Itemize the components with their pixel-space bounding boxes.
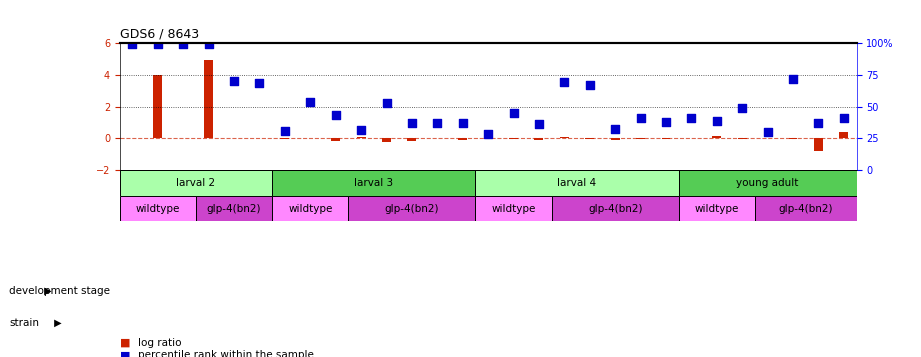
Text: glp-4(bn2): glp-4(bn2) — [588, 203, 643, 213]
Bar — [407, 139, 416, 141]
Point — [531, 121, 546, 127]
Text: larval 3: larval 3 — [355, 178, 393, 188]
Text: wildtype: wildtype — [288, 203, 332, 213]
Point — [379, 101, 394, 106]
Text: strain: strain — [9, 318, 40, 328]
Point — [252, 80, 267, 86]
Point — [455, 120, 470, 125]
Bar — [534, 139, 543, 140]
Point — [176, 41, 191, 47]
Text: glp-4(bn2): glp-4(bn2) — [207, 203, 262, 213]
FancyBboxPatch shape — [196, 196, 273, 221]
FancyBboxPatch shape — [552, 196, 679, 221]
Bar — [611, 139, 620, 140]
Point — [507, 110, 521, 116]
Point — [557, 79, 572, 85]
Point — [582, 82, 597, 88]
Text: percentile rank within the sample: percentile rank within the sample — [138, 350, 314, 357]
Point — [125, 41, 140, 47]
Bar — [560, 137, 569, 139]
Bar — [764, 138, 772, 139]
Bar — [459, 139, 467, 140]
Point — [202, 41, 216, 47]
Point — [608, 126, 623, 132]
Text: GDS6 / 8643: GDS6 / 8643 — [120, 27, 199, 40]
Text: ▶: ▶ — [41, 286, 52, 296]
Point — [277, 129, 292, 134]
Text: ■: ■ — [120, 350, 130, 357]
Bar — [356, 137, 366, 139]
Text: wildtype: wildtype — [491, 203, 536, 213]
Bar — [154, 75, 162, 139]
Point — [354, 128, 368, 134]
Bar — [712, 136, 721, 139]
FancyBboxPatch shape — [273, 196, 348, 221]
Point — [481, 131, 495, 136]
Point — [659, 119, 673, 125]
Point — [811, 120, 826, 125]
Point — [760, 129, 775, 135]
Bar — [382, 139, 391, 142]
FancyBboxPatch shape — [475, 170, 679, 196]
Point — [634, 115, 648, 121]
FancyBboxPatch shape — [475, 196, 552, 221]
Text: larval 2: larval 2 — [177, 178, 216, 188]
FancyBboxPatch shape — [755, 196, 857, 221]
Point — [836, 115, 851, 121]
Point — [684, 115, 699, 121]
Point — [328, 112, 343, 118]
Text: ■: ■ — [120, 338, 130, 348]
Point — [303, 99, 318, 105]
Point — [227, 78, 241, 84]
Text: wildtype: wildtype — [135, 203, 180, 213]
Bar — [332, 139, 340, 141]
Point — [150, 41, 165, 47]
Point — [709, 118, 724, 124]
Bar — [204, 60, 213, 139]
Text: glp-4(bn2): glp-4(bn2) — [778, 203, 833, 213]
Text: glp-4(bn2): glp-4(bn2) — [385, 203, 439, 213]
FancyBboxPatch shape — [348, 196, 475, 221]
FancyBboxPatch shape — [120, 196, 196, 221]
FancyBboxPatch shape — [679, 170, 857, 196]
Bar — [814, 139, 822, 151]
Text: ▶: ▶ — [51, 318, 62, 328]
Point — [430, 120, 445, 125]
FancyBboxPatch shape — [120, 170, 273, 196]
Text: log ratio: log ratio — [138, 338, 181, 348]
Point — [404, 120, 419, 125]
FancyBboxPatch shape — [273, 170, 475, 196]
Text: larval 4: larval 4 — [557, 178, 597, 188]
Point — [786, 77, 800, 82]
FancyBboxPatch shape — [679, 196, 755, 221]
Bar — [839, 132, 848, 139]
Point — [735, 105, 750, 111]
Text: young adult: young adult — [737, 178, 799, 188]
Text: wildtype: wildtype — [694, 203, 739, 213]
Text: development stage: development stage — [9, 286, 111, 296]
